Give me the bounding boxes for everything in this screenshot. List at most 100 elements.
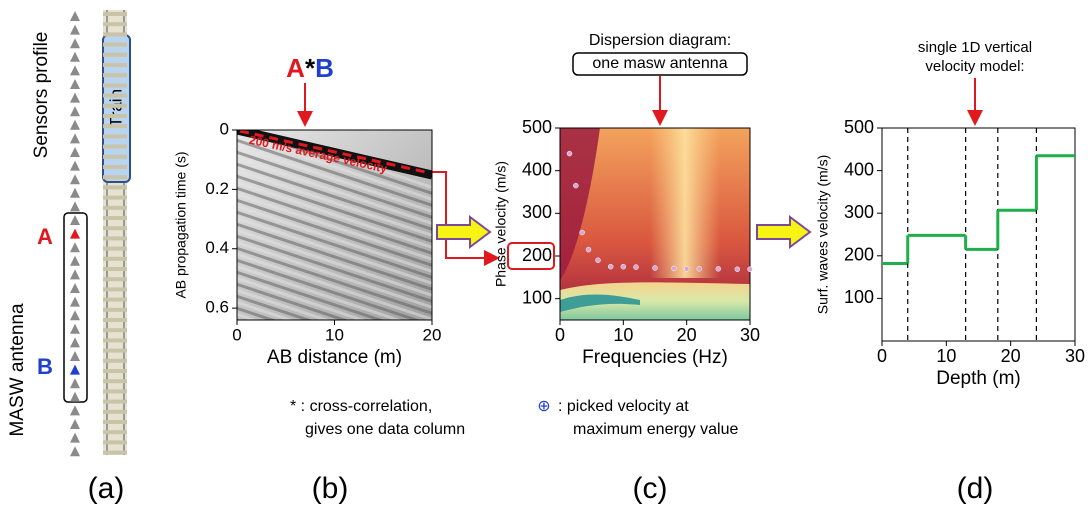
- stripe: [237, 306, 277, 320]
- x-tick-label: 30: [740, 325, 760, 345]
- picked-point: [683, 266, 690, 272]
- sensor: [70, 432, 80, 443]
- sensor: [70, 215, 80, 225]
- tie: [103, 154, 127, 159]
- y-axis-label: Surf. waves velocity (m/s): [815, 155, 831, 314]
- picked-point: [585, 246, 592, 253]
- stripe: [237, 264, 403, 320]
- flow-arrow: [756, 215, 812, 249]
- tie: [103, 430, 127, 435]
- tie: [103, 114, 127, 118]
- y-axis-label: Phase velocity (m/s): [493, 161, 509, 287]
- stripe: [237, 168, 432, 237]
- picked-point: [607, 263, 614, 270]
- sensor: [70, 255, 80, 266]
- tie: [103, 409, 127, 414]
- tie: [103, 379, 127, 384]
- picked-point: [579, 229, 585, 236]
- sensors-label: Sensors profile: [31, 32, 52, 159]
- y-tick-label: 100: [844, 287, 874, 307]
- tie: [103, 369, 127, 373]
- stripe: [237, 198, 432, 267]
- tie: [103, 134, 127, 139]
- sensor: [70, 11, 80, 21]
- subtitle: one masw antenna: [592, 55, 727, 72]
- tie: [103, 165, 127, 169]
- sensor-b-label: B: [37, 354, 53, 379]
- plot-frame: [881, 127, 1076, 342]
- x-tick-label: 0: [232, 325, 241, 344]
- title-part: *: [305, 53, 316, 83]
- tie: [103, 73, 127, 78]
- y-tick-label: 300: [844, 202, 874, 222]
- plot-frame: [559, 127, 751, 321]
- y-axis-label: AB propagation time (s): [173, 151, 189, 298]
- tie: [103, 52, 127, 57]
- sensor: [70, 296, 80, 307]
- y-tick-label: 0.2: [205, 179, 229, 198]
- x-tick-label: 0: [555, 325, 565, 345]
- picked-point: [734, 266, 741, 272]
- title-part: A: [286, 53, 305, 83]
- caption: (d): [957, 472, 994, 505]
- tie: [103, 256, 127, 261]
- sensor: [70, 106, 80, 117]
- y-tick-label: 400: [844, 159, 874, 179]
- dispersion-image: [560, 128, 750, 320]
- stripe: [237, 150, 432, 219]
- tie: [103, 328, 127, 333]
- tie: [103, 175, 127, 180]
- stripe: [237, 192, 432, 261]
- sensor: [70, 147, 80, 157]
- picked-point: [595, 257, 601, 264]
- title: A*B: [286, 53, 334, 83]
- picked-point: [652, 265, 658, 271]
- x-tick-label: 10: [613, 325, 633, 345]
- stripe: [237, 288, 331, 320]
- x-tick-label: 20: [1001, 346, 1021, 366]
- y-tick-label: 0.4: [205, 238, 229, 257]
- sensor: [70, 405, 80, 416]
- sensor: [70, 160, 80, 171]
- stripe: [237, 132, 432, 201]
- flow-arrow: [436, 215, 492, 249]
- y-tick-label: 400: [522, 159, 552, 179]
- y-tick-label: 200: [522, 245, 552, 265]
- caption: (c): [633, 472, 668, 505]
- tie: [103, 93, 127, 98]
- sensor: [70, 283, 80, 293]
- caption: (b): [312, 472, 349, 505]
- stripe: [237, 246, 432, 315]
- picked-point: [671, 265, 677, 272]
- tie: [103, 103, 127, 108]
- sensor: [70, 38, 80, 49]
- sensor-a-label: A: [37, 224, 53, 249]
- tie: [103, 450, 127, 455]
- picked-point: [696, 266, 703, 272]
- x-tick-label: 10: [325, 325, 344, 344]
- tie: [103, 42, 127, 47]
- tie: [103, 226, 127, 231]
- picked-point: [633, 264, 639, 270]
- correlation-image: [237, 130, 432, 320]
- tie: [103, 32, 127, 37]
- sensor: [70, 446, 80, 457]
- stripe: [237, 276, 367, 320]
- tick-highlight: [507, 242, 555, 270]
- y-tick-label: 500: [522, 117, 552, 137]
- stripe: [237, 270, 385, 320]
- sensor: [70, 419, 80, 429]
- antenna-label: MASW antenna: [7, 303, 28, 436]
- tie: [103, 144, 127, 149]
- y-tick-label: 500: [844, 117, 874, 137]
- x-axis-label: Frequencies (Hz): [582, 347, 728, 368]
- tie: [103, 236, 127, 241]
- tie: [103, 216, 127, 220]
- sensor: [70, 51, 80, 62]
- sensor: [70, 133, 80, 144]
- tie: [103, 22, 127, 27]
- stripe: [237, 174, 432, 243]
- tie: [103, 205, 127, 210]
- tie: [103, 124, 127, 129]
- tie: [103, 267, 127, 271]
